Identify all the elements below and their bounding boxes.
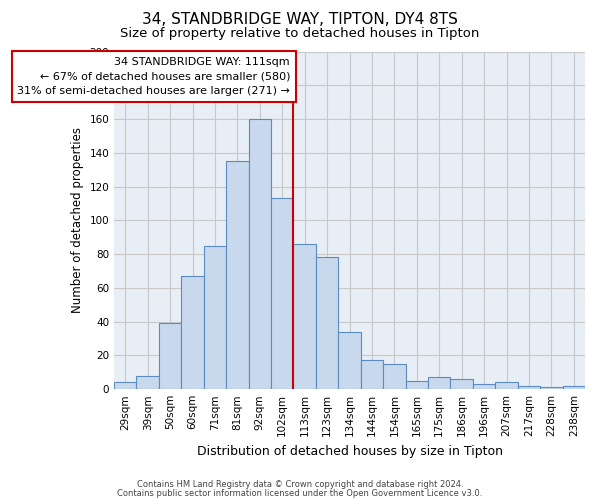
Text: Contains public sector information licensed under the Open Government Licence v3: Contains public sector information licen… <box>118 488 482 498</box>
Bar <box>226 161 248 389</box>
Bar <box>181 276 204 389</box>
Bar <box>338 332 361 389</box>
Text: Size of property relative to detached houses in Tipton: Size of property relative to detached ho… <box>121 28 479 40</box>
X-axis label: Distribution of detached houses by size in Tipton: Distribution of detached houses by size … <box>197 444 503 458</box>
Y-axis label: Number of detached properties: Number of detached properties <box>71 128 84 314</box>
Bar <box>473 384 495 389</box>
Text: 34, STANDBRIDGE WAY, TIPTON, DY4 8TS: 34, STANDBRIDGE WAY, TIPTON, DY4 8TS <box>142 12 458 28</box>
Bar <box>316 258 338 389</box>
Bar <box>114 382 136 389</box>
Bar <box>248 119 271 389</box>
Bar <box>563 386 585 389</box>
Bar <box>518 386 540 389</box>
Bar <box>406 380 428 389</box>
Bar <box>204 246 226 389</box>
Text: 34 STANDBRIDGE WAY: 111sqm
← 67% of detached houses are smaller (580)
31% of sem: 34 STANDBRIDGE WAY: 111sqm ← 67% of deta… <box>17 56 290 96</box>
Bar <box>271 198 293 389</box>
Text: Contains HM Land Registry data © Crown copyright and database right 2024.: Contains HM Land Registry data © Crown c… <box>137 480 463 489</box>
Bar <box>428 378 451 389</box>
Bar <box>540 388 563 389</box>
Bar <box>451 379 473 389</box>
Bar <box>293 244 316 389</box>
Bar <box>361 360 383 389</box>
Bar <box>495 382 518 389</box>
Bar <box>383 364 406 389</box>
Bar <box>136 376 159 389</box>
Bar <box>159 324 181 389</box>
